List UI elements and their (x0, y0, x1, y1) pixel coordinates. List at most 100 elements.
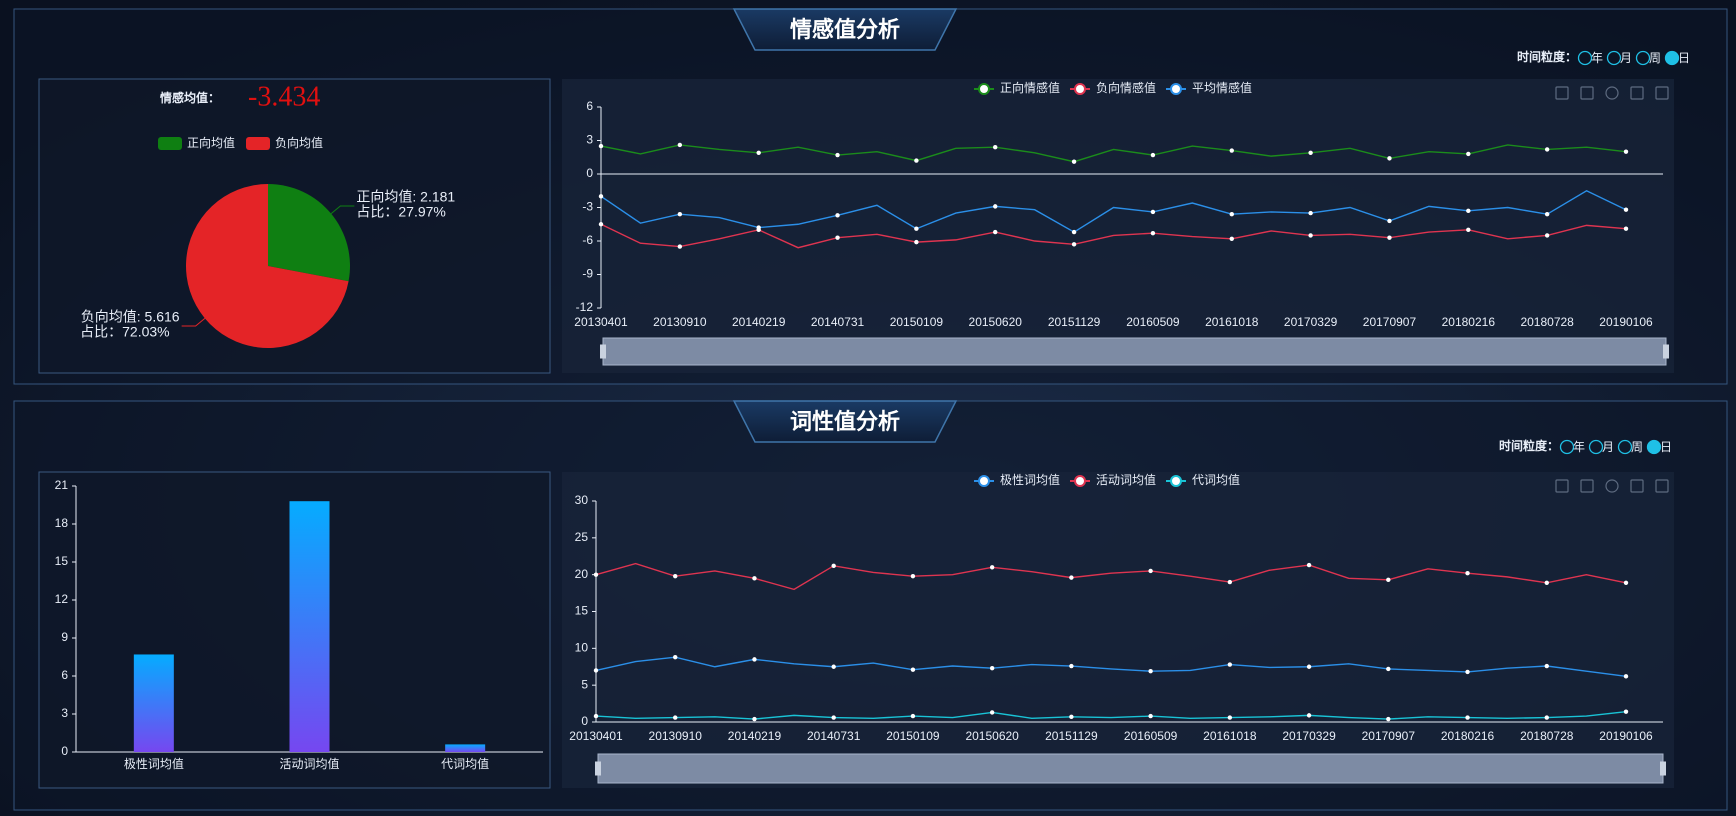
legend-label[interactable]: 平均情感值 (1192, 80, 1252, 95)
granularity-radio[interactable] (1588, 439, 1604, 455)
point-marker (914, 158, 919, 163)
point-marker (1069, 575, 1074, 580)
granularity-option[interactable]: 年 (1573, 440, 1585, 454)
legend-label[interactable]: 极性词均值 (1000, 472, 1060, 487)
y-tick-label: 9 (61, 630, 68, 644)
point-marker (756, 225, 761, 230)
granularity-option[interactable]: 日 (1660, 440, 1672, 454)
point-marker (677, 212, 683, 217)
zoom-handle[interactable] (595, 761, 601, 776)
point-marker (1544, 580, 1549, 585)
point-marker (756, 150, 761, 155)
zoom-slider[interactable] (602, 337, 1667, 366)
point-marker (1465, 669, 1470, 675)
granularity-option[interactable]: 周 (1649, 51, 1661, 65)
y-tick-label: 21 (55, 478, 69, 492)
legend-label[interactable]: 代词均值 (1192, 472, 1240, 487)
granularity-option[interactable]: 日 (1678, 51, 1690, 65)
granularity-option[interactable]: 周 (1631, 440, 1643, 454)
title-banner (732, 400, 958, 443)
granularity-option[interactable]: 年 (1591, 51, 1603, 65)
y-tick-label: 15 (575, 604, 589, 618)
point-marker (835, 213, 840, 218)
granularity-radio[interactable] (1606, 50, 1622, 66)
granularity-radio[interactable] (1635, 50, 1651, 66)
mean-value: -3.434 (248, 81, 320, 112)
point-marker (831, 715, 836, 720)
x-tick-label: 20150109 (886, 729, 940, 743)
granularity-radio[interactable] (1646, 439, 1662, 455)
legend-label[interactable]: 负向情感值 (1096, 80, 1156, 95)
point-marker (1148, 713, 1153, 719)
series-line (595, 710, 1627, 720)
y-tick-label: 0 (61, 744, 68, 758)
point-marker (593, 713, 599, 719)
point-marker (1544, 147, 1550, 152)
legend-label: 负向均值 (275, 135, 323, 150)
y-tick-label: 12 (55, 592, 69, 606)
toolbox-icon[interactable] (1655, 86, 1669, 100)
toolbox-icon[interactable] (1630, 86, 1644, 100)
point-marker (1466, 227, 1471, 233)
legend-swatch (246, 137, 270, 150)
point-marker (1227, 662, 1233, 667)
x-tick-label: 20140219 (728, 729, 782, 743)
zoom-slider[interactable] (597, 753, 1664, 784)
x-tick-label: 20140219 (732, 315, 786, 329)
granularity-label: 时间粒度： (1499, 438, 1559, 453)
toolbox-icon[interactable] (1580, 479, 1594, 493)
zoom-handle[interactable] (1660, 761, 1666, 776)
x-tick-label: 20130401 (574, 315, 628, 329)
legend-marker (978, 83, 990, 95)
point-marker (1623, 149, 1629, 154)
section-title: 情感值分析 (790, 17, 900, 42)
y-tick-label: 5 (581, 677, 588, 691)
point-marker (1069, 663, 1074, 669)
legend-label[interactable]: 正向情感值 (1000, 80, 1060, 95)
x-tick-label: 20180216 (1442, 315, 1496, 329)
zoom-handle[interactable] (600, 344, 606, 359)
granularity-option[interactable]: 月 (1620, 51, 1632, 65)
y-tick-label: 25 (575, 530, 589, 544)
zoom-handle[interactable] (1663, 344, 1669, 359)
granularity-radio[interactable] (1617, 439, 1633, 455)
point-marker (1623, 226, 1629, 231)
toolbox-icon[interactable] (1555, 479, 1569, 493)
granularity-radio[interactable] (1664, 50, 1680, 66)
pie-value-label: 正向均值: 2.181 (356, 189, 455, 205)
point-marker (1387, 218, 1392, 224)
point-marker (914, 226, 919, 231)
x-tick-label: 20170329 (1282, 729, 1336, 743)
point-marker (835, 235, 840, 240)
pie-leader (181, 317, 206, 327)
toolbox-icon[interactable] (1655, 479, 1669, 493)
point-marker (1148, 568, 1153, 574)
point-marker (1229, 236, 1234, 241)
point-marker (835, 152, 840, 158)
point-marker (1386, 577, 1391, 583)
toolbox-icon[interactable] (1605, 86, 1619, 100)
toolbox-icon[interactable] (1605, 479, 1619, 493)
granularity-radio[interactable] (1559, 439, 1575, 455)
point-marker (598, 222, 604, 227)
point-marker (1229, 212, 1234, 217)
granularity-option[interactable]: 月 (1602, 440, 1614, 454)
pie-value-label: 负向均值: 5.616 (81, 309, 180, 325)
toolbox-icon[interactable] (1555, 86, 1569, 100)
x-tick-label: 20161018 (1203, 729, 1257, 743)
point-marker (598, 194, 604, 199)
granularity-radio[interactable] (1577, 50, 1593, 66)
x-tick-label: 20180216 (1441, 729, 1495, 743)
point-marker (1623, 580, 1629, 585)
toolbox-icon[interactable] (1580, 86, 1594, 100)
toolbox-icon[interactable] (1630, 479, 1644, 493)
y-tick-label: -6 (582, 233, 593, 247)
point-marker (1150, 230, 1156, 236)
x-tick-label: 20150620 (969, 315, 1023, 329)
x-tick-label: 20151129 (1048, 315, 1101, 329)
pie-slice (268, 184, 350, 282)
legend-label[interactable]: 活动词均值 (1096, 472, 1156, 487)
y-tick-label: -9 (582, 267, 593, 281)
